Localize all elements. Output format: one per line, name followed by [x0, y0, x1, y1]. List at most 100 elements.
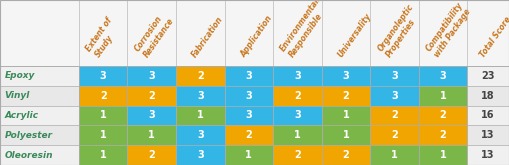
Bar: [419, 86, 467, 106]
Text: 23: 23: [482, 71, 495, 81]
Text: 1: 1: [100, 111, 106, 120]
Text: 1: 1: [100, 130, 106, 140]
Text: 3: 3: [440, 71, 446, 81]
Text: 3: 3: [100, 71, 106, 81]
Text: Vinyl: Vinyl: [5, 91, 30, 100]
Text: 13: 13: [482, 130, 495, 140]
Bar: [176, 145, 224, 165]
Text: 2: 2: [440, 130, 446, 140]
Bar: [322, 66, 370, 86]
Bar: [0, 145, 79, 165]
Bar: [79, 86, 127, 106]
Text: 3: 3: [197, 91, 204, 101]
Bar: [467, 125, 509, 145]
Bar: [419, 106, 467, 125]
Text: Oleoresin: Oleoresin: [5, 151, 53, 160]
Bar: [370, 106, 419, 125]
Text: 2: 2: [294, 150, 301, 160]
Bar: [176, 106, 224, 125]
Bar: [322, 106, 370, 125]
Text: 13: 13: [482, 150, 495, 160]
Text: 2: 2: [391, 111, 398, 120]
Bar: [0, 66, 79, 86]
Text: 2: 2: [440, 111, 446, 120]
Bar: [79, 145, 127, 165]
Text: 3: 3: [245, 91, 252, 101]
Text: 2: 2: [148, 91, 155, 101]
Bar: [79, 66, 127, 86]
Text: 1: 1: [440, 150, 446, 160]
Text: 3: 3: [148, 111, 155, 120]
Bar: [370, 145, 419, 165]
Bar: [127, 86, 176, 106]
Text: 18: 18: [482, 91, 495, 101]
Bar: [273, 106, 322, 125]
Bar: [127, 125, 176, 145]
Text: 1: 1: [343, 111, 349, 120]
Bar: [273, 145, 322, 165]
Text: Application: Application: [239, 14, 274, 59]
Text: 3: 3: [148, 71, 155, 81]
Bar: [467, 106, 509, 125]
Text: Compatibility
with Package: Compatibility with Package: [425, 1, 473, 59]
Bar: [322, 86, 370, 106]
Text: 3: 3: [391, 91, 398, 101]
Bar: [224, 145, 273, 165]
Text: 1: 1: [197, 111, 204, 120]
Text: 3: 3: [294, 111, 301, 120]
Text: 3: 3: [197, 150, 204, 160]
Text: 3: 3: [391, 71, 398, 81]
Bar: [224, 66, 273, 86]
Text: 2: 2: [343, 91, 349, 101]
Bar: [467, 86, 509, 106]
Text: 3: 3: [197, 130, 204, 140]
Text: Organoleptic
Properties: Organoleptic Properties: [376, 3, 423, 59]
Bar: [322, 125, 370, 145]
Bar: [79, 125, 127, 145]
Text: 1: 1: [391, 150, 398, 160]
Text: Extent of
Study: Extent of Study: [84, 16, 123, 59]
Bar: [224, 106, 273, 125]
Text: Total Score: Total Score: [478, 15, 509, 59]
Text: 2: 2: [148, 150, 155, 160]
Text: Epoxy: Epoxy: [5, 71, 35, 80]
Bar: [127, 66, 176, 86]
Text: 16: 16: [482, 111, 495, 120]
Bar: [322, 145, 370, 165]
Bar: [273, 125, 322, 145]
Text: 3: 3: [294, 71, 301, 81]
Text: 2: 2: [100, 91, 106, 101]
Bar: [224, 86, 273, 106]
Bar: [467, 145, 509, 165]
Bar: [467, 66, 509, 86]
Bar: [419, 66, 467, 86]
Bar: [419, 125, 467, 145]
Text: 1: 1: [245, 150, 252, 160]
Bar: [0, 125, 79, 145]
Bar: [79, 106, 127, 125]
Text: 3: 3: [343, 71, 349, 81]
Bar: [224, 125, 273, 145]
Text: 2: 2: [391, 130, 398, 140]
Bar: [176, 86, 224, 106]
Text: 2: 2: [294, 91, 301, 101]
Text: Acrylic: Acrylic: [5, 111, 39, 120]
Text: 1: 1: [100, 150, 106, 160]
Bar: [176, 66, 224, 86]
Bar: [0, 86, 79, 106]
Text: Fabrication: Fabrication: [190, 15, 225, 59]
Text: 1: 1: [343, 130, 349, 140]
Text: Universality: Universality: [336, 12, 373, 59]
Bar: [370, 86, 419, 106]
Bar: [273, 86, 322, 106]
Text: 1: 1: [148, 130, 155, 140]
Text: 2: 2: [245, 130, 252, 140]
Bar: [273, 66, 322, 86]
Text: 1: 1: [294, 130, 301, 140]
Text: 3: 3: [245, 111, 252, 120]
Text: 3: 3: [245, 71, 252, 81]
Bar: [0, 0, 509, 66]
Text: Polyester: Polyester: [5, 131, 53, 140]
Text: 1: 1: [440, 91, 446, 101]
Bar: [176, 125, 224, 145]
